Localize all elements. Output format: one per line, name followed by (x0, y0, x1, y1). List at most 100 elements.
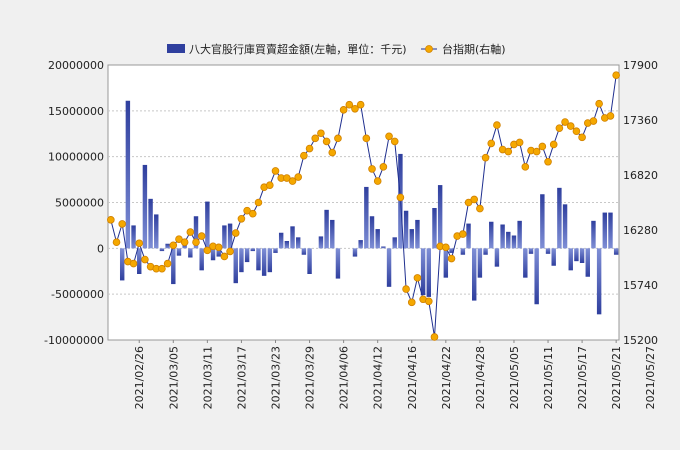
line-point (158, 264, 166, 273)
line-point (129, 259, 138, 268)
line-point (141, 255, 149, 264)
bar (199, 248, 204, 271)
line-point (186, 228, 195, 236)
bar (267, 248, 273, 273)
bar (562, 204, 568, 249)
x-tick-label: 2021/03/23 (269, 346, 282, 409)
line-point (612, 71, 620, 79)
line-point (521, 163, 530, 171)
bar (131, 225, 136, 249)
line-point (572, 127, 581, 136)
bar (506, 231, 511, 249)
line-point (379, 163, 388, 171)
bar (466, 223, 471, 249)
bar (517, 220, 522, 249)
line-point (328, 148, 337, 157)
bar (233, 248, 238, 284)
bar (602, 212, 608, 249)
line-point (515, 138, 524, 147)
right-tick-label: 16280 (623, 224, 658, 237)
line-point (595, 99, 603, 108)
x-tick-label: 2021/03/11 (201, 346, 214, 409)
line-point (237, 214, 246, 223)
x-tick-label: 2021/03/05 (167, 346, 180, 409)
line-point (163, 259, 172, 268)
bar (278, 232, 284, 249)
line-point (305, 144, 314, 153)
bar (483, 248, 488, 255)
line-point (118, 220, 126, 228)
bar (284, 241, 290, 249)
line-point (345, 100, 354, 109)
line-point (231, 229, 240, 237)
line-point (407, 298, 416, 307)
bar (250, 248, 255, 252)
bar (273, 248, 278, 253)
bar (381, 246, 386, 249)
line-point (430, 333, 439, 341)
bar (386, 248, 392, 287)
legend: 八大官股行庫買賣超金額(左軸，單位：千元) 台指期(右軸) (167, 42, 506, 56)
line-point (300, 151, 308, 160)
bar (426, 248, 432, 297)
bar (403, 210, 409, 249)
gridlines (108, 110, 619, 295)
line-point (606, 112, 615, 120)
line-point (476, 204, 484, 213)
bar (585, 248, 590, 277)
line-point (373, 177, 382, 185)
line-point (544, 157, 552, 166)
line-point (266, 181, 274, 189)
bar (437, 185, 443, 249)
line-point (504, 147, 513, 156)
x-tick-label: 2021/06/02 (678, 346, 680, 409)
line-point (561, 118, 569, 126)
bar (534, 248, 539, 305)
bar (579, 248, 585, 263)
line-point (549, 140, 558, 149)
bar (568, 248, 573, 271)
bar (477, 248, 483, 278)
line-point (311, 134, 320, 143)
line-point (487, 139, 496, 148)
line-point (356, 100, 365, 109)
bar (574, 248, 579, 262)
bar (540, 194, 545, 249)
right-tick-label: 17900 (623, 59, 658, 72)
right-tick-label: 17360 (623, 114, 658, 127)
bar (182, 243, 187, 249)
bar (154, 214, 159, 249)
x-tick-label: 2021/02/26 (133, 346, 146, 409)
x-tick-label: 2021/04/22 (440, 346, 453, 409)
bar (318, 236, 324, 249)
line-point (396, 193, 405, 202)
line-point (362, 134, 371, 143)
bar (290, 226, 295, 249)
line-point (368, 165, 376, 173)
left-tick-label: 10000000 (48, 151, 104, 164)
line-point (243, 206, 251, 215)
line-point (402, 285, 410, 293)
bar (551, 248, 556, 266)
bar (472, 248, 477, 301)
bar (171, 248, 176, 285)
left-axis: -10000000 -5000000 0 5000000 10000000 1500000… (44, 59, 104, 347)
bar (449, 248, 454, 253)
bar (358, 240, 363, 249)
bar (511, 235, 517, 249)
line-point (180, 238, 189, 247)
x-tick-label: 2021/04/12 (372, 346, 385, 409)
line-point (532, 147, 541, 156)
right-axis: 15200 15740 16280 16820 17360 17900 (623, 59, 658, 347)
left-tick-label: 5000000 (55, 197, 104, 210)
line-point (220, 252, 229, 261)
bar (324, 209, 329, 249)
line-point (334, 134, 342, 143)
bar (142, 164, 148, 249)
line-point (390, 137, 399, 146)
bar (500, 224, 505, 249)
bar (165, 243, 170, 249)
x-tick-label: 2021/04/16 (406, 346, 419, 409)
bar (256, 248, 261, 271)
